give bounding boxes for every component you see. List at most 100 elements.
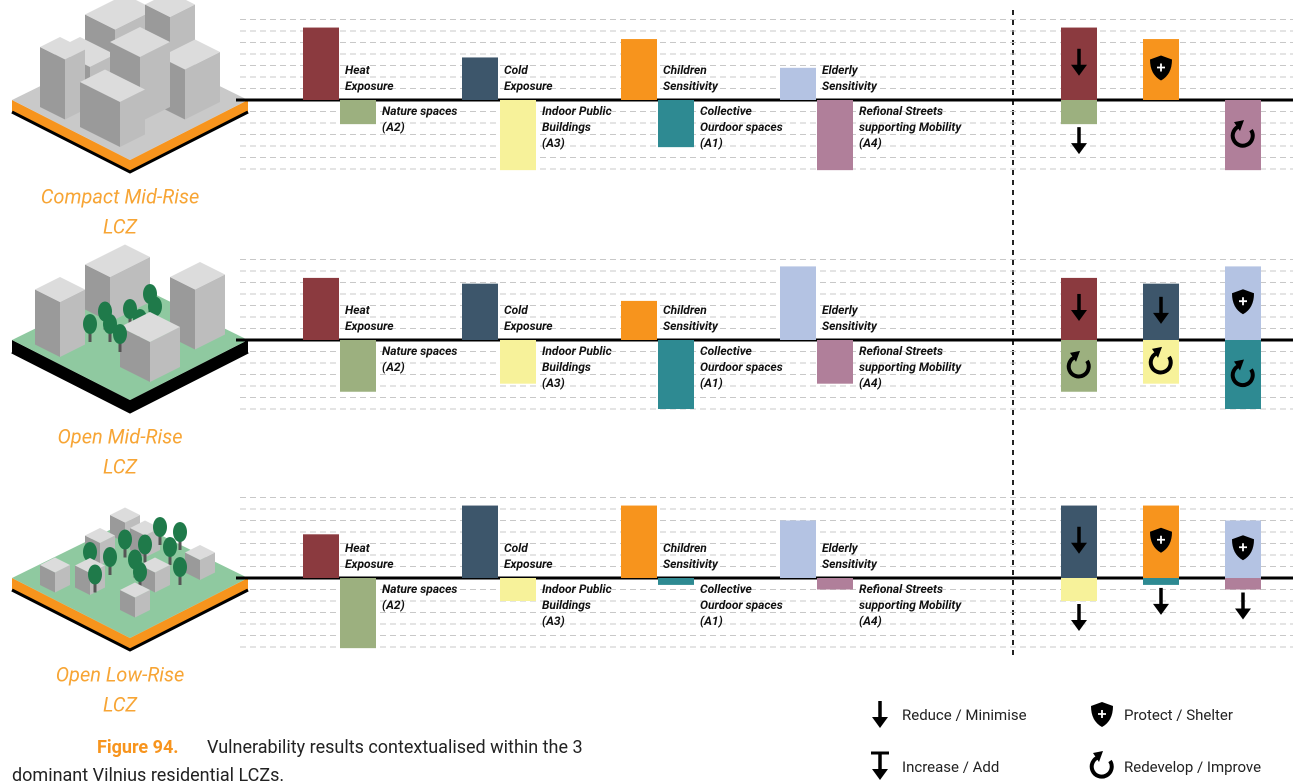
building	[140, 557, 170, 573]
building	[55, 565, 70, 593]
tree	[103, 547, 117, 567]
icon-arc	[1089, 755, 1114, 779]
icon	[1230, 120, 1255, 148]
exposure-label: Exposure	[504, 557, 553, 571]
icon	[1066, 350, 1091, 379]
tree-trunk	[88, 332, 92, 342]
icon	[872, 701, 888, 728]
legend-label: Redevelop / Improve	[1124, 758, 1261, 776]
exposure-label: Sensitivity	[663, 557, 719, 571]
building	[140, 42, 170, 122]
icon-head	[1152, 346, 1162, 358]
icon-plus	[1157, 63, 1165, 72]
row-title: Open Low-Rise	[56, 662, 185, 686]
legend-label: Reduce / Minimise	[902, 706, 1027, 724]
asset-label: Nature spaces	[382, 344, 457, 358]
exposure-label: Sensitivity	[822, 319, 878, 333]
building	[120, 312, 180, 342]
exposure-label: Heat	[345, 63, 371, 77]
asset-label: supporting Mobility	[859, 120, 962, 134]
building	[40, 565, 55, 593]
exposure-bar	[462, 505, 498, 578]
asset-label: (A4)	[859, 376, 882, 390]
platform-line	[11, 350, 249, 414]
exposure-label: Sensitivity	[663, 79, 719, 93]
icon	[1232, 535, 1254, 561]
tree	[113, 324, 127, 344]
building	[75, 565, 90, 595]
asset-label: supporting Mobility	[859, 598, 962, 612]
tree-trunk	[93, 582, 97, 593]
exposure-bar	[303, 534, 339, 578]
building	[130, 520, 160, 536]
icon	[1071, 604, 1087, 631]
icon	[1091, 702, 1113, 727]
building	[80, 69, 145, 102]
building	[85, 244, 150, 277]
exposure-bar	[462, 283, 498, 340]
icon-head	[1153, 312, 1169, 324]
asset-label: Collective	[700, 344, 753, 358]
tree-trunk	[123, 547, 127, 558]
icon	[1235, 592, 1251, 620]
asset-label: (A3)	[542, 614, 565, 628]
icon-head	[872, 769, 888, 780]
building	[185, 552, 200, 580]
icon	[1150, 55, 1172, 81]
icon-head	[872, 717, 888, 728]
building	[60, 289, 85, 357]
building	[120, 89, 145, 147]
exposure-bar	[621, 300, 657, 340]
caption-text: Vulnerability results contextualised wit…	[207, 737, 583, 758]
building	[110, 507, 140, 523]
building	[185, 545, 215, 560]
icon-head	[1234, 120, 1244, 132]
building	[200, 552, 215, 580]
building	[110, 27, 170, 57]
asset-label: Ourdoor spaces	[700, 598, 783, 612]
asset-bar	[817, 340, 853, 384]
action-bar	[1061, 578, 1097, 601]
exposure-label: Cold	[504, 303, 528, 317]
building	[150, 327, 180, 382]
action-bar	[1143, 578, 1179, 585]
building	[135, 590, 150, 618]
tree	[138, 534, 152, 555]
icon	[1089, 751, 1114, 779]
exposure-label: Cold	[504, 541, 528, 555]
exposure-label: Children	[663, 63, 707, 77]
building	[40, 557, 70, 573]
asset-label: Ourdoor spaces	[700, 120, 783, 134]
exposure-bar	[303, 277, 339, 340]
legend-label: Increase / Add	[902, 758, 999, 776]
building	[120, 327, 150, 382]
asset-label: supporting Mobility	[859, 360, 962, 374]
icon-plus	[1098, 710, 1106, 718]
icon	[1071, 48, 1087, 76]
icon-head	[1071, 309, 1087, 321]
asset-bar	[340, 100, 376, 125]
exposure-label: Elderly	[822, 541, 859, 555]
icon	[1153, 587, 1169, 615]
asset-label: Refional Streets	[859, 104, 943, 118]
action-bar	[1061, 340, 1097, 392]
tree	[83, 542, 97, 562]
exposure-label: Heat	[345, 303, 371, 317]
exposure-label: Elderly	[822, 303, 859, 317]
icon	[1232, 289, 1254, 315]
tree	[118, 529, 132, 550]
building	[155, 565, 170, 593]
exposure-label: Sensitivity	[822, 79, 878, 93]
action-bar	[1225, 100, 1261, 171]
tree	[88, 564, 102, 585]
icon-plus	[1157, 535, 1165, 544]
exposure-label: Exposure	[504, 319, 553, 333]
asset-bar	[817, 578, 853, 590]
exposure-label: Cold	[504, 63, 528, 77]
exposure-bar	[621, 39, 657, 100]
tree-trunk	[168, 555, 172, 565]
tree-trunk	[108, 565, 112, 575]
asset-label: Indoor Public	[542, 104, 612, 118]
asset-label: Buildings	[542, 120, 591, 134]
